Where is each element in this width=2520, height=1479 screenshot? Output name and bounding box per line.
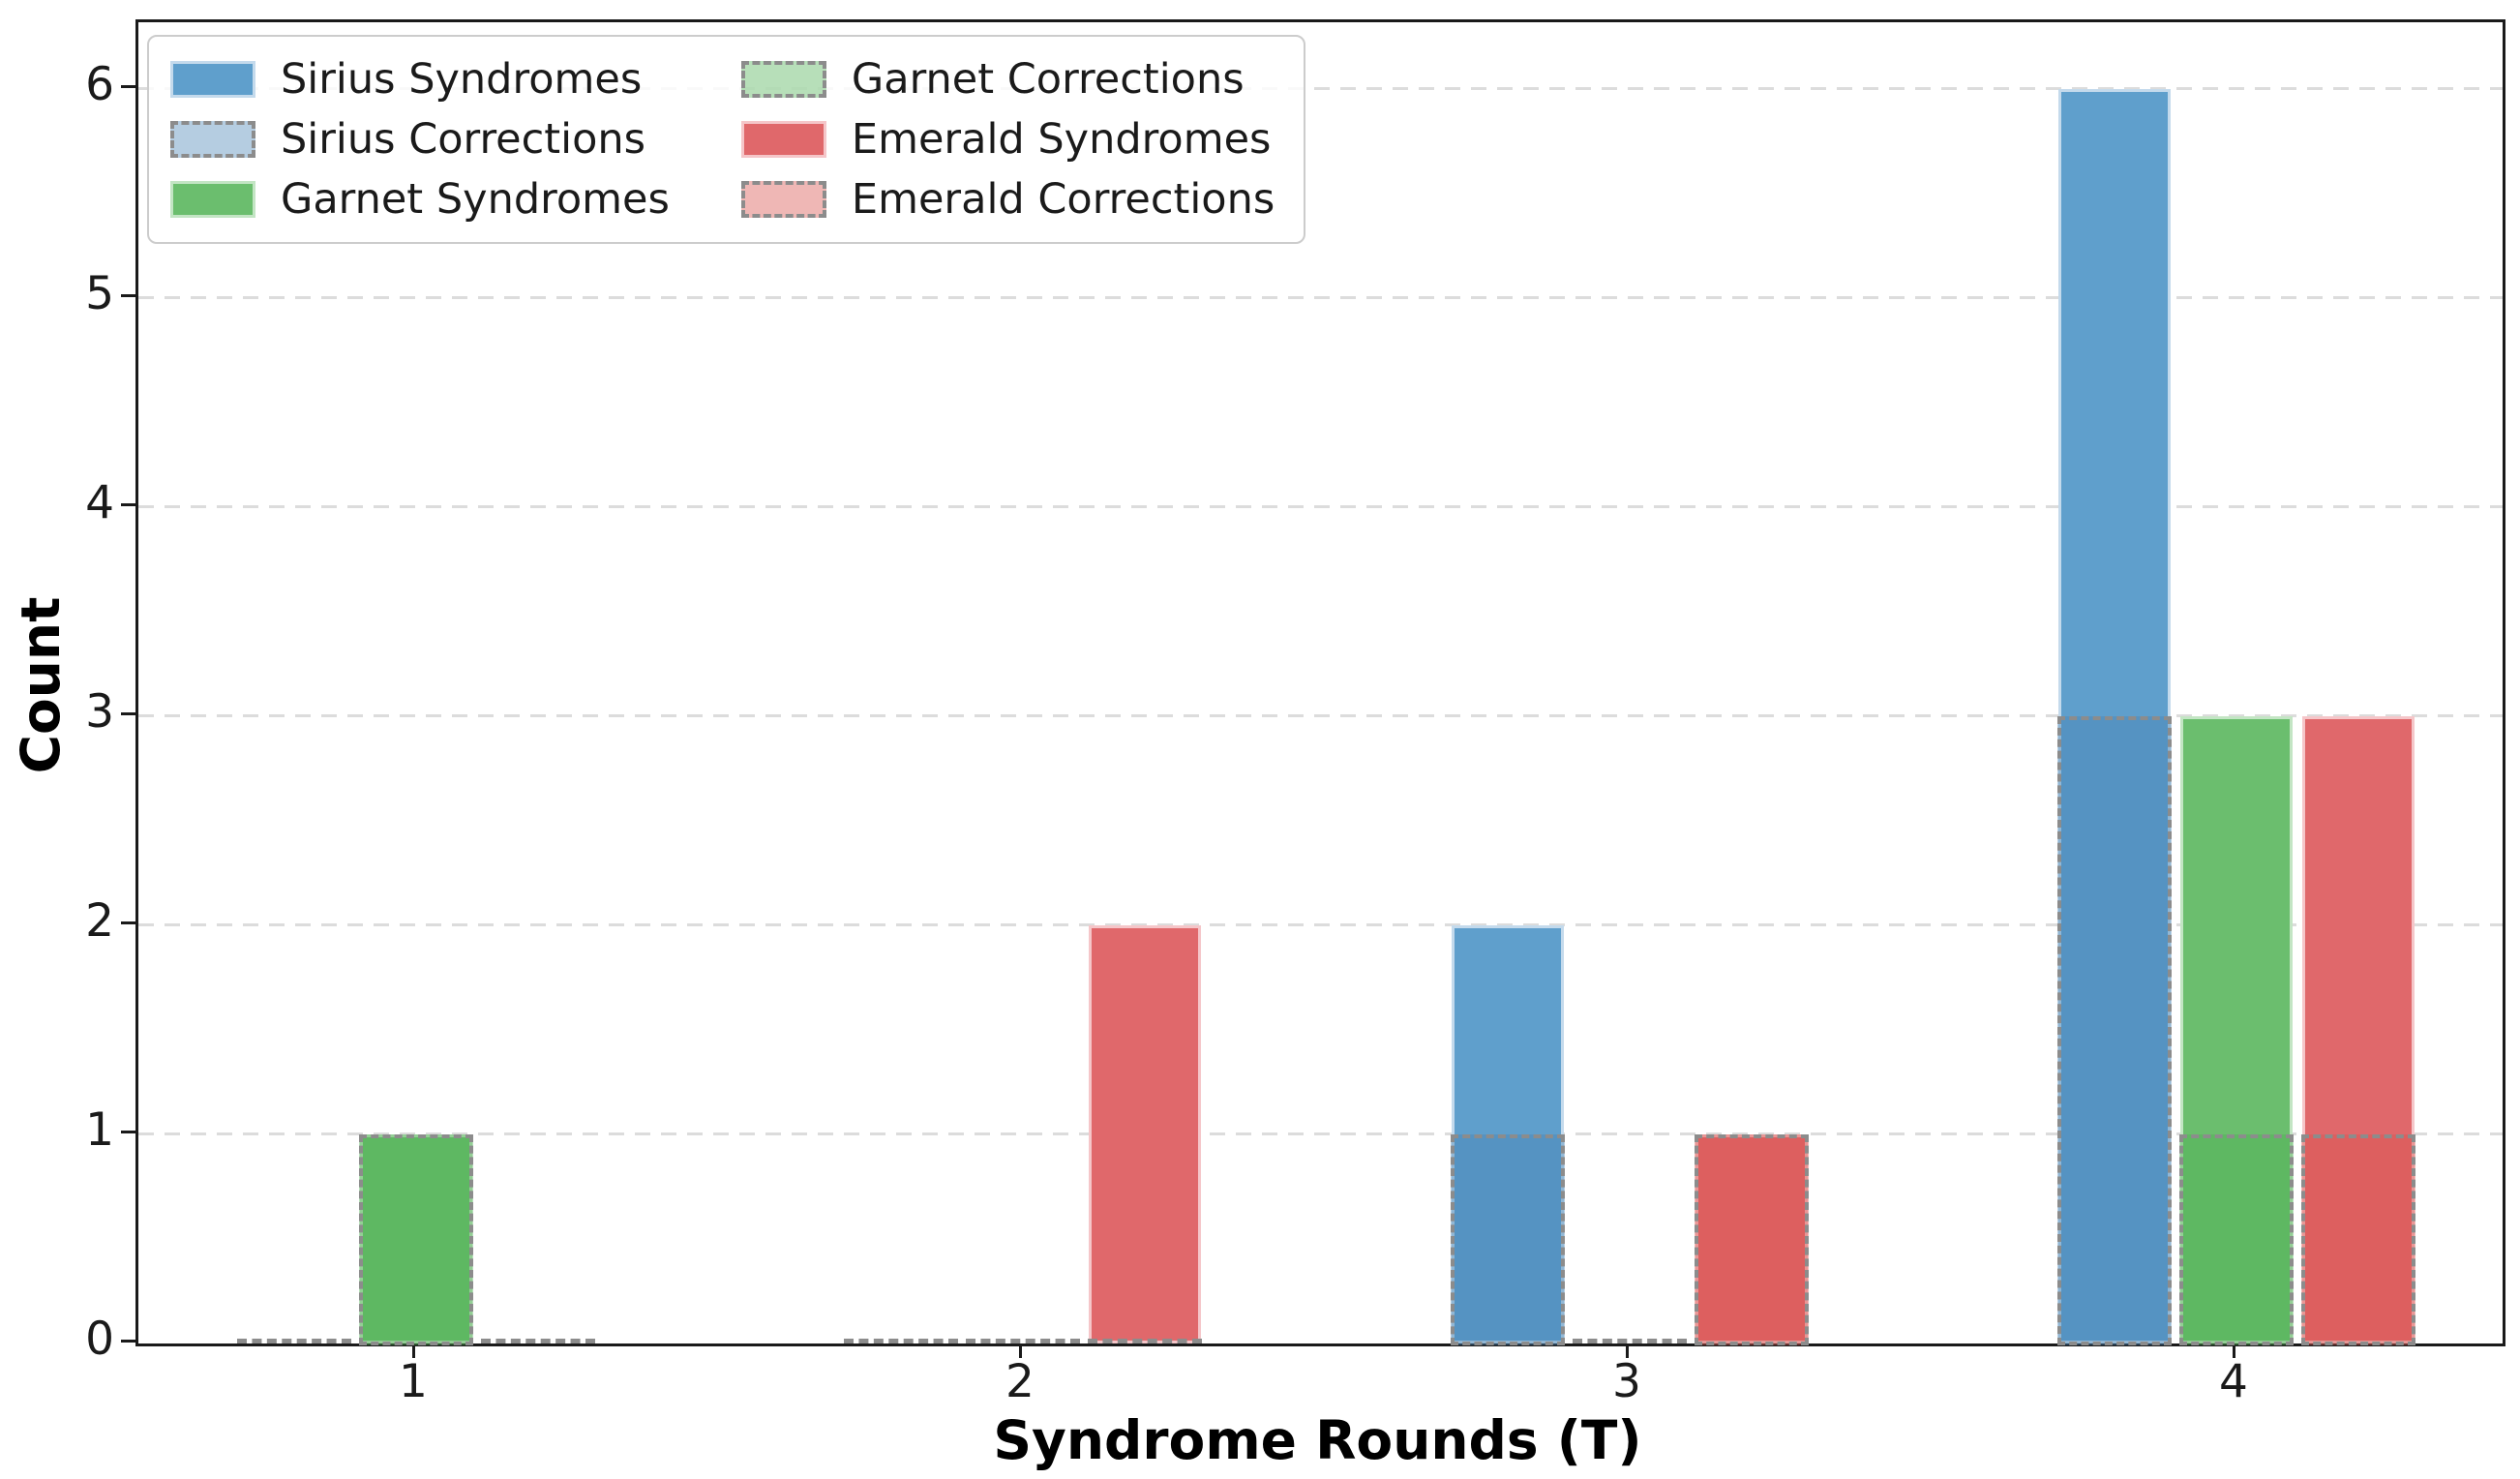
gridline-y-6	[138, 87, 2503, 90]
gridline-y-2	[138, 923, 2503, 926]
legend-swatch-garnet-syndromes	[170, 181, 255, 218]
legend-item-emerald-corrections: Emerald Corrections	[740, 172, 1275, 226]
legend-item-sirius-syndromes: Sirius Syndromes	[170, 52, 670, 106]
bar-emerald-syndromes-t3	[1695, 1134, 1808, 1343]
y-tick-mark-6	[121, 85, 135, 88]
legend-swatch-sirius-corrections	[170, 121, 255, 158]
y-tick-mark-3	[121, 712, 135, 715]
legend-swatch-emerald-syndromes	[740, 121, 826, 158]
bar-garnet-corrections-t3	[1573, 1339, 1687, 1343]
y-tick-label-3: 3	[85, 685, 114, 739]
bar-sirius-corrections-t2	[844, 1339, 958, 1343]
y-tick-label-0: 0	[85, 1313, 114, 1366]
y-tick-mark-4	[121, 503, 135, 506]
bar-garnet-corrections-t4	[2179, 1134, 2294, 1345]
x-tick-label-1: 1	[399, 1355, 428, 1408]
legend-item-garnet-syndromes: Garnet Syndromes	[170, 172, 670, 226]
legend-swatch-sirius-syndromes	[170, 61, 255, 98]
y-tick-label-2: 2	[85, 894, 114, 948]
legend-item-garnet-corrections: Garnet Corrections	[740, 52, 1275, 106]
bar-emerald-corrections-t2	[1088, 1339, 1202, 1343]
x-tick-mark-2	[1019, 1343, 1022, 1358]
x-tick-label-2: 2	[1005, 1355, 1035, 1408]
gridline-y-5	[138, 296, 2503, 299]
y-tick-mark-2	[121, 921, 135, 924]
y-tick-mark-1	[121, 1131, 135, 1133]
bar-sirius-corrections-t4	[2057, 716, 2172, 1345]
y-tick-label-1: 1	[85, 1103, 114, 1157]
legend-label-emerald-corrections: Emerald Corrections	[851, 175, 1275, 224]
bar-garnet-corrections-t1	[359, 1134, 473, 1345]
legend-label-sirius-corrections: Sirius Corrections	[281, 115, 646, 164]
y-tick-label-6: 6	[85, 58, 114, 111]
y-tick-label-5: 5	[85, 267, 114, 320]
x-tick-mark-1	[412, 1343, 415, 1358]
bar-emerald-corrections-t1	[481, 1339, 595, 1343]
x-tick-label-4: 4	[2219, 1355, 2248, 1408]
bar-sirius-corrections-t1	[237, 1339, 351, 1343]
legend: Sirius Syndromes Sirius Corrections Garnet…	[147, 35, 1306, 244]
plot-area	[135, 19, 2505, 1346]
legend-item-sirius-corrections: Sirius Corrections	[170, 112, 670, 166]
legend-item-emerald-syndromes: Emerald Syndromes	[740, 112, 1275, 166]
y-tick-mark-5	[121, 294, 135, 297]
gridline-y-1	[138, 1132, 2503, 1135]
x-tick-mark-4	[2233, 1343, 2235, 1358]
legend-label-emerald-syndromes: Emerald Syndromes	[851, 115, 1272, 164]
legend-swatch-emerald-corrections	[740, 181, 826, 218]
bar-garnet-syndromes-t4	[2180, 716, 2293, 1343]
bar-emerald-syndromes-t4	[2302, 716, 2415, 1343]
x-axis-label: Syndrome Rounds (T)	[993, 1409, 1642, 1471]
gridline-y-4	[138, 505, 2503, 508]
y-tick-mark-0	[121, 1340, 135, 1343]
legend-swatch-garnet-corrections	[740, 61, 826, 98]
bar-emerald-corrections-t3	[1695, 1134, 1809, 1345]
legend-label-garnet-syndromes: Garnet Syndromes	[281, 175, 670, 224]
bar-emerald-syndromes-t2	[1089, 925, 1201, 1343]
x-tick-label-3: 3	[1612, 1355, 1641, 1408]
bar-emerald-corrections-t4	[2301, 1134, 2415, 1345]
bar-sirius-corrections-t3	[1451, 1134, 1565, 1345]
x-tick-mark-3	[1626, 1343, 1629, 1358]
legend-label-garnet-corrections: Garnet Corrections	[851, 55, 1245, 104]
legend-label-sirius-syndromes: Sirius Syndromes	[281, 55, 643, 104]
y-tick-label-4: 4	[85, 476, 114, 529]
bar-garnet-corrections-t2	[966, 1339, 1080, 1343]
gridline-y-3	[138, 714, 2503, 717]
